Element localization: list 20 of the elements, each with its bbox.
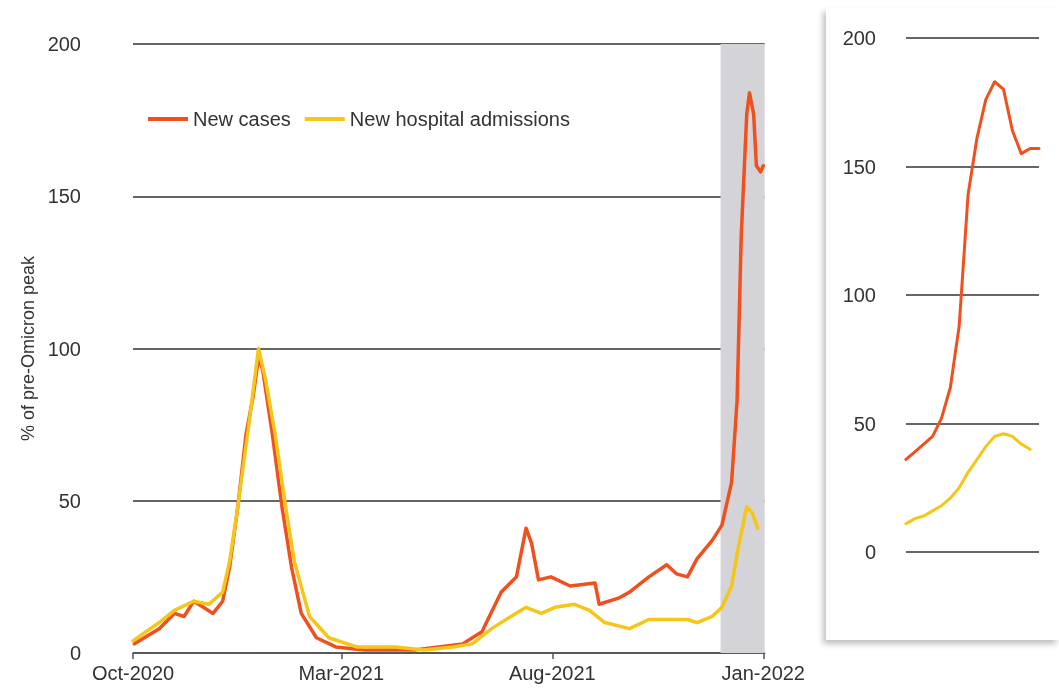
line-series — [131, 346, 760, 652]
x-tick-label: Mar-2021 — [298, 662, 385, 684]
line-series — [904, 432, 1032, 526]
y-tick-label: 100 — [842, 284, 876, 306]
y-tick-label: 200 — [47, 33, 81, 55]
x-tick-label: Aug-2021 — [508, 662, 596, 684]
x-tick-label: Oct-2020 — [91, 662, 175, 684]
y-tick-label: 150 — [842, 155, 876, 178]
y-tick-label: 0 — [864, 541, 876, 563]
y-tick-label: 50 — [853, 412, 876, 435]
y-tick-label: 200 — [842, 27, 876, 49]
y-tick-label: 50 — [58, 489, 81, 512]
y-tick-label: 150 — [47, 185, 81, 208]
y-tick-label: 100 — [47, 337, 81, 360]
x-tick-label: Jan-2022 — [721, 662, 805, 684]
y-axis-title: % of pre-Omicron peak — [17, 254, 38, 442]
line-series — [904, 80, 1041, 461]
y-tick-label: 0 — [69, 642, 81, 664]
legend-label: New hospital admissions — [349, 108, 570, 130]
legend-label: New cases — [193, 108, 291, 130]
